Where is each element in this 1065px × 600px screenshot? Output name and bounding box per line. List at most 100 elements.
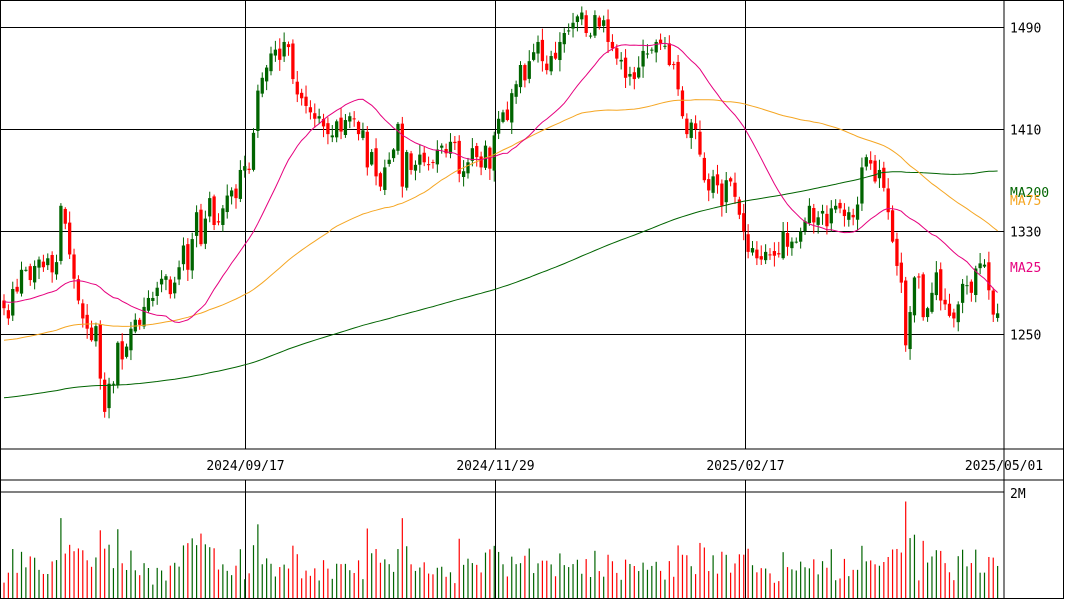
candle-body: [912, 277, 917, 316]
candle-body: [212, 196, 216, 225]
candle-body: [63, 208, 67, 224]
candle-body: [974, 268, 978, 296]
candle-body: [965, 285, 969, 287]
candle-body: [282, 41, 286, 57]
candle-body: [527, 61, 531, 79]
candle-body: [991, 290, 995, 315]
candle-body: [847, 212, 851, 220]
candle-body: [995, 313, 1000, 318]
candle-body: [812, 208, 816, 223]
candle-body: [864, 157, 868, 167]
candle-body: [483, 145, 488, 168]
candle-body: [921, 274, 925, 318]
candle-body: [510, 93, 514, 123]
candle-body: [470, 148, 475, 161]
ma200-line: [3, 170, 998, 399]
candle-body: [383, 167, 387, 190]
candle-body: [431, 162, 435, 164]
candle-body: [46, 258, 50, 266]
candle-body: [650, 49, 654, 51]
candle-body: [103, 379, 107, 412]
candle-body: [181, 245, 186, 265]
candle-body: [457, 140, 461, 174]
date-tick-label: 2024/11/29: [456, 459, 534, 474]
candle-body: [553, 52, 558, 59]
candle-body: [641, 50, 645, 67]
candle-body: [672, 64, 676, 66]
candle-body: [549, 56, 553, 72]
candle-body: [698, 131, 702, 155]
candle-body: [505, 109, 510, 121]
candle-body: [194, 212, 199, 236]
candle-body: [413, 164, 418, 171]
candle-body: [711, 176, 715, 193]
candle-body: [24, 269, 28, 271]
candle-body: [637, 67, 641, 78]
candle-body: [247, 168, 251, 170]
candle-body: [777, 253, 781, 255]
candle-body: [243, 166, 247, 171]
candle-body: [763, 251, 768, 261]
candle-body: [418, 154, 422, 165]
candle-body: [81, 303, 85, 319]
candle-body: [321, 118, 326, 127]
candle-body: [120, 341, 124, 360]
candle-body: [50, 255, 54, 273]
candle-body: [781, 231, 785, 259]
candle-body: [571, 22, 575, 29]
candle-body: [908, 312, 912, 350]
candle-body: [580, 12, 584, 20]
candle-body: [221, 208, 225, 225]
candle-body: [124, 346, 129, 357]
moving-averages: [3, 42, 998, 399]
candle-body: [260, 77, 264, 94]
candle-body: [540, 39, 545, 62]
candle-body: [707, 179, 711, 191]
candle-body: [475, 145, 479, 158]
candle-body: [877, 169, 882, 179]
candle-body: [978, 263, 982, 269]
candle-body: [440, 145, 444, 148]
candle-body: [737, 199, 742, 215]
candle-body: [685, 118, 689, 135]
date-tick-label: 2025/02/17: [706, 459, 784, 474]
legend-ma25: MA25: [1010, 261, 1041, 276]
candle-body: [76, 279, 81, 301]
candle-body: [208, 198, 212, 217]
candle-body: [558, 41, 562, 61]
candle-body: [269, 53, 273, 72]
candle-body: [720, 183, 724, 206]
date-tick-label: 2024/09/17: [206, 459, 284, 474]
candle-body: [422, 152, 426, 163]
candle-body: [374, 148, 378, 177]
candle-body: [286, 44, 291, 48]
candle-body: [663, 45, 667, 47]
candle-body: [264, 67, 269, 82]
candle-body: [89, 327, 94, 341]
candle-body: [746, 234, 750, 252]
candle-body: [54, 262, 59, 275]
candle-body: [886, 188, 890, 213]
candle-body: [356, 121, 361, 135]
candle-body: [343, 120, 348, 135]
candle-body: [313, 113, 317, 119]
candle-body: [94, 326, 98, 342]
axis-labels: 1250 1330 1410 1490 2024/09/17 2024/11/29 2025…: [206, 22, 1049, 503]
candle-body: [107, 383, 111, 409]
candle-body: [444, 148, 448, 154]
candle-body: [435, 149, 439, 165]
candle-body: [111, 383, 116, 385]
candle-body: [291, 43, 295, 80]
candle-body: [151, 297, 155, 301]
candle-body: [523, 65, 527, 81]
candle-body: [715, 174, 720, 186]
candle-body: [597, 17, 601, 27]
candle-body: [610, 41, 615, 49]
candle-body: [72, 254, 76, 279]
candle-body: [391, 149, 396, 159]
candle-body: [2, 300, 6, 309]
candle-body: [352, 118, 356, 120]
candle-body: [229, 190, 234, 197]
candle-body: [895, 238, 899, 266]
